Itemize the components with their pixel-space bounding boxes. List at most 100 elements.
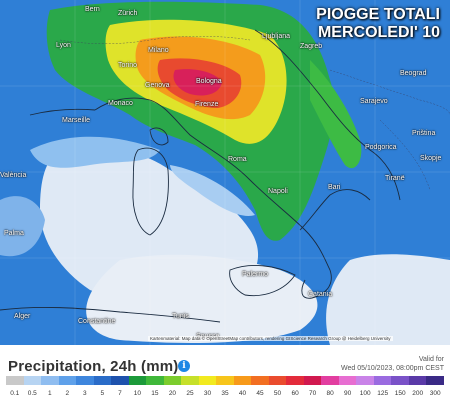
city-label: Tiranë [385,175,405,182]
coastlines [0,29,401,323]
scale-tick-label: 70 [308,390,317,397]
scale-swatch [303,376,322,385]
city-label: Tunis [172,313,189,320]
scale-swatch [391,376,409,385]
scale-swatch [181,376,199,385]
light-blue-band-2 [170,165,255,216]
scale-tick-label: 1 [47,390,52,397]
scale-tick-label: 3 [83,390,87,397]
city-label: Priština [412,130,436,137]
city-label: Alger [14,313,31,320]
map-canvas [0,0,450,345]
city-label: Genova [145,82,170,89]
scale-tick-label: 25 [186,390,194,397]
scale-tick-label: 30 [203,390,212,397]
legend-title: Precipitation, 24h (mm) [8,358,179,375]
scale-tick-label: 90 [344,390,352,397]
city-label: Bologna [196,78,222,85]
city-label: Monaco [108,100,133,107]
scale-tick-label: 10 [133,390,142,397]
scale-tick-label: 300 [429,390,441,397]
headline-line-1: PIOGGE TOTALI [316,6,440,23]
valid-for-time: Wed 05/10/2023, 08:00pm CEST [341,365,444,372]
scale-tick-label: 15 [151,390,159,397]
city-label: Marseille [62,117,91,124]
city-label: Bari [328,184,341,191]
scale-tick-label: 35 [221,390,229,397]
scale-swatch [93,376,112,385]
scale-swatch [41,376,59,385]
city-label: Milano [148,47,169,54]
scale-tick-label: 0.5 [27,390,37,397]
scale-swatch [321,376,339,385]
city-label: Firenze [195,101,219,108]
scale-swatch [111,376,129,385]
scale-swatch [286,376,304,385]
scale-swatch [146,376,164,385]
scale-tick-label: 40 [238,390,247,397]
city-label: València [0,172,27,179]
city-label: Napoli [268,188,288,195]
dry-zone-south [86,254,318,343]
scale-swatch [198,376,217,385]
rain-magenta [173,69,222,96]
scale-tick-label: 0.1 [10,390,20,397]
scale-tick-label: 2 [65,390,70,397]
scale-tick-label: 125 [377,390,389,397]
scale-tick-label: 200 [412,390,424,397]
city-label: Palma [4,230,24,237]
scale-swatch [128,376,147,385]
city-label: Zürich [118,10,138,17]
scale-tick-label: 45 [256,390,264,397]
scale-swatch [268,376,287,385]
city-label: Catania [308,291,333,298]
city-label: Beograd [400,70,427,77]
color-scale-bar [6,376,444,385]
city-label: Sarajevo [360,98,388,105]
light-blue-band-3 [0,196,45,257]
scale-swatch [23,376,42,385]
scale-swatch [76,376,94,385]
legend-panel: Precipitation, 24h (mm) i Valid for Wed … [0,345,450,403]
scale-swatch [426,376,444,385]
color-scale-labels: 0.1 0.5 1 2 3 5 7 10 15 20 25 30 35 40 45 50 60 70 80 90 100… [6,390,444,400]
scale-tick-label: 5 [100,390,105,397]
valid-for-label: Valid for [418,356,444,363]
grid [0,0,450,345]
light-blue-band [30,136,160,168]
scale-tick-label: 7 [118,390,122,397]
scale-tick-label: 60 [291,390,299,397]
city-label: Torino [118,62,138,69]
city-label: Ljubljana [262,33,291,40]
city-label: Skopje [420,155,442,162]
borders [59,36,450,191]
scale-tick-label: 100 [359,390,371,397]
scale-tick-label: 20 [168,390,177,397]
scale-swatch [356,376,374,385]
city-label: Palermo [242,271,269,278]
city-label: Bern [85,6,100,13]
city-label: Zagreb [300,43,323,50]
city-label: Constantine [78,318,116,325]
scale-swatch [216,376,234,385]
scale-swatch [408,376,427,385]
info-icon[interactable]: i [178,360,190,372]
map-attribution[interactable]: Kartenmaterial: Map data © OpenStreetMap… [148,336,393,341]
scale-swatch [233,376,252,385]
scale-tick-label: 80 [326,390,334,397]
scale-swatch [373,376,392,385]
headline-line-2: MERCOLEDI' 10 [317,24,440,41]
scale-swatch [163,376,182,385]
scale-swatch [58,376,77,385]
scale-swatch [251,376,269,385]
map-headline: PIOGGE TOTALI MERCOLEDI' 10 [316,6,440,42]
rain-green-east [310,60,362,169]
precipitation-map[interactable]: Bern Milano Lyon Torino Genova Bologna F… [0,0,450,345]
scale-swatch [6,376,24,385]
city-label: Lyon [56,42,71,49]
scale-tick-label: 150 [394,390,406,397]
city-label: Roma [228,156,247,163]
city-label: Podgorica [365,144,397,151]
scale-tick-label: 50 [273,390,282,397]
scale-swatch [338,376,357,385]
